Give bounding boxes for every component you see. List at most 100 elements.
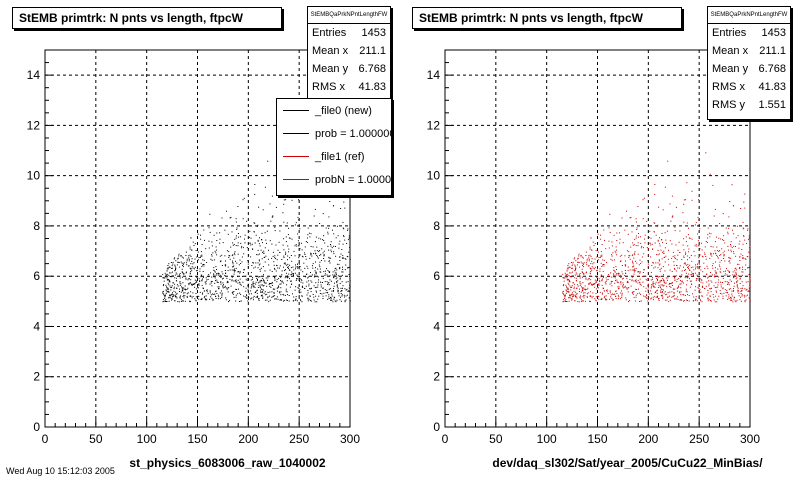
panel1-data-point <box>618 286 620 288</box>
panel1-data-point <box>567 291 569 293</box>
panel0-data-point <box>271 215 273 217</box>
panel0-data-point <box>286 284 288 286</box>
panel1-data-point <box>658 281 660 283</box>
panel1-data-point <box>587 292 589 294</box>
panel0-data-point <box>247 260 249 262</box>
panel1-data-point <box>742 266 743 268</box>
panel1-data-point <box>669 286 671 287</box>
panel0-data-point <box>334 297 336 299</box>
panel1-data-point <box>635 296 637 298</box>
panel1-data-point <box>610 296 612 298</box>
legend-label-file0: _file0 (new) <box>315 104 372 117</box>
panel1-data-point <box>670 220 672 222</box>
panel0-data-point <box>283 257 285 258</box>
panel1-data-point <box>741 294 743 296</box>
panel1-data-point <box>739 299 741 301</box>
panel1-data-point <box>715 295 717 297</box>
panel0-data-point <box>257 282 259 284</box>
panel1-data-point <box>655 234 657 236</box>
panel0-data-point <box>239 259 241 261</box>
panel1-data-point <box>658 253 660 255</box>
panel0-data-point <box>264 261 266 263</box>
panel0-data-point <box>255 262 257 264</box>
panel1-data-point <box>671 216 673 218</box>
panel0-data-point <box>312 267 314 269</box>
panel1-data-point <box>588 260 590 262</box>
panel1-data-point <box>607 276 609 278</box>
panel0-data-point <box>219 238 221 240</box>
panel0-data-point <box>170 287 172 288</box>
panel1-data-point <box>580 283 582 285</box>
panel1-ytick-label: 8 <box>433 219 440 233</box>
panel0-data-point <box>169 296 171 298</box>
panel0-data-point <box>328 294 330 296</box>
panel0-data-point <box>216 232 218 234</box>
panel1-data-point <box>619 238 621 240</box>
panel0-data-point <box>301 301 303 303</box>
panel0-data-point <box>316 255 318 256</box>
panel1-data-point <box>668 264 670 266</box>
panel1-data-point <box>640 242 642 244</box>
panel0-data-point <box>179 288 180 290</box>
panel1-data-point <box>748 251 750 253</box>
panel1-data-point <box>669 269 671 271</box>
panel1-data-point <box>575 277 577 279</box>
panel0-data-point <box>264 256 266 258</box>
panel1-data-point <box>564 297 565 299</box>
panel1-data-point <box>619 292 621 294</box>
panel1-data-point <box>715 272 717 274</box>
panel1-data-point <box>614 277 616 279</box>
panel1-data-point <box>611 245 613 247</box>
panel1-data-point <box>723 250 725 252</box>
panel0-data-point <box>182 287 184 289</box>
panel0-data-point <box>206 298 208 300</box>
panel1-data-point <box>657 282 659 284</box>
panel0-data-point <box>256 292 258 294</box>
panel0-data-point <box>308 285 310 287</box>
panel0-data-point <box>340 253 342 255</box>
panel0-data-point <box>248 278 250 280</box>
panel0-data-point <box>344 269 346 271</box>
panel0-data-point <box>246 247 248 249</box>
panel0-data-point <box>337 287 339 289</box>
panel0-data-point <box>199 268 201 270</box>
panel0-data-point <box>298 268 300 270</box>
panel1-data-point <box>674 277 676 279</box>
panel0-data-point <box>289 257 291 259</box>
panel1-data-point <box>667 279 668 281</box>
panel0-data-point <box>334 272 336 274</box>
panel1-data-point <box>642 272 644 273</box>
panel0-data-point <box>182 296 184 297</box>
panel0-data-point <box>235 218 237 220</box>
panel1-data-point <box>668 249 669 251</box>
panel0-data-point <box>187 279 189 281</box>
panel0-data-point <box>193 262 195 264</box>
panel0-data-point <box>282 294 284 295</box>
panel0-data-point <box>290 274 292 276</box>
panel0-data-point <box>190 295 192 297</box>
panel0-data-point <box>197 287 199 289</box>
panel1-data-point <box>609 283 611 285</box>
panel1-data-point <box>632 260 633 262</box>
panel0-data-point <box>336 263 338 265</box>
panel0-data-point <box>196 270 198 272</box>
panel1-data-point <box>652 278 653 280</box>
panel0-data-point <box>270 286 272 288</box>
panel0-data-point <box>173 286 175 288</box>
panel1-data-point <box>585 251 587 253</box>
panel0-data-point <box>162 291 164 293</box>
panel1-data-point <box>582 257 584 259</box>
panel0-data-point <box>235 279 237 281</box>
panel0-data-point <box>327 233 329 235</box>
panel1-xtick-label: 250 <box>689 432 709 446</box>
panel0-xtick-label: 300 <box>340 432 360 446</box>
panel1-data-point <box>647 289 649 291</box>
panel1-data-point <box>727 231 729 233</box>
panel1-data-point <box>648 296 650 298</box>
panel1-data-point <box>710 280 712 282</box>
panel1-data-point <box>576 284 578 286</box>
panel0-data-point <box>328 298 330 299</box>
panel1-data-point <box>737 290 739 292</box>
panel1-data-point <box>657 239 659 241</box>
panel0-data-point <box>304 267 306 269</box>
